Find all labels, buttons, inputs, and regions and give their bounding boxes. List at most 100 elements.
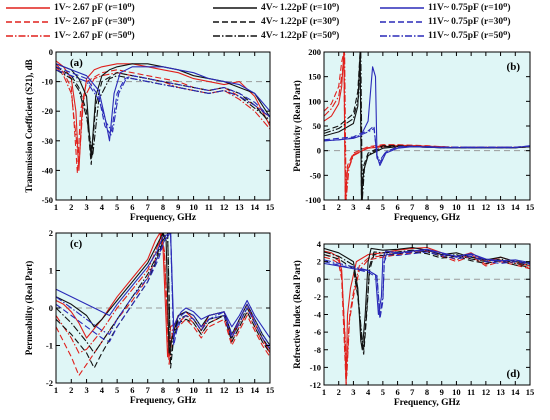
x-tick-label: 5: [115, 385, 119, 395]
x-axis-label: Frequency, GHz: [130, 213, 197, 223]
x-tick-label: 7: [410, 387, 415, 397]
y-tick-label: -50: [310, 170, 321, 180]
x-tick-label: 2: [337, 387, 341, 397]
legend-item: 1V~ 2.67 pF (r=10⁰): [6, 2, 135, 13]
x-tick-label: 10: [452, 202, 461, 212]
series-line: [324, 52, 530, 200]
panel-label: (b): [507, 61, 521, 73]
y-tick-label: -12: [310, 380, 321, 390]
x-tick-label: 13: [496, 387, 505, 397]
y-tick-label: -2: [46, 378, 53, 388]
legend-swatch: [6, 20, 50, 23]
y-tick-label: -2: [314, 292, 321, 302]
x-tick-label: 15: [266, 385, 275, 395]
y-tick-label: 2: [49, 228, 53, 238]
y-tick-label: -8: [314, 345, 321, 355]
x-tick-label: 12: [220, 385, 229, 395]
series-line: [324, 249, 530, 351]
series-line: [56, 233, 270, 377]
x-tick-label: 9: [440, 387, 444, 397]
legend-item: 1V~ 2.67 pF (r=30⁰): [6, 16, 135, 27]
plot-area: [324, 244, 530, 385]
x-tick-label: 14: [511, 202, 520, 212]
x-tick-label: 11: [205, 202, 213, 212]
x-tick-label: 13: [235, 202, 244, 212]
x-axis-label: Frequency, GHz: [394, 398, 461, 408]
panel-label: (c): [70, 238, 83, 250]
legend-swatch: [213, 34, 257, 37]
x-tick-label: 2: [337, 202, 341, 212]
x-tick-label: 11: [467, 387, 475, 397]
legend-item: 1V~ 2.67 pF (r=50⁰): [6, 30, 135, 41]
y-tick-label: 100: [308, 96, 321, 106]
series-line: [56, 233, 270, 346]
y-axis-label: Transmission Coefficient (S21), dB: [24, 59, 34, 192]
panel-b: 1 2 3 4 5 6 7 8 9 10 11 12 13 14 15-100-50050100150200…: [292, 47, 534, 223]
y-tick-label: 0: [317, 146, 321, 156]
series-line: [56, 69, 270, 133]
x-tick-label: 2: [69, 385, 73, 395]
x-tick-label: 13: [235, 385, 244, 395]
legend-item: 4V~ 1.22pF (r=10⁰): [213, 2, 339, 13]
x-tick-label: 9: [176, 202, 180, 212]
legend-swatch: [380, 6, 424, 9]
legend-label: 4V~ 1.22pF (r=50⁰): [261, 31, 340, 41]
y-tick-label: 0: [317, 274, 321, 284]
panel-label: (a): [70, 57, 83, 69]
y-tick-label: -40: [42, 165, 53, 175]
x-tick-label: 4: [100, 385, 105, 395]
x-tick-label: 7: [146, 385, 151, 395]
x-tick-label: 8: [425, 387, 429, 397]
y-tick-label: 50: [313, 121, 322, 131]
x-tick-label: 7: [146, 202, 151, 212]
x-tick-label: 1: [54, 385, 58, 395]
x-tick-label: 4: [100, 202, 105, 212]
legend-label: 11V~ 0.75pF (r=30⁰): [428, 17, 511, 27]
series-line: [324, 248, 530, 316]
x-tick-label: 8: [161, 385, 165, 395]
legend-item: 4V~ 1.22pF (r=30⁰): [213, 16, 339, 27]
legend-item: 11V~ 0.75pF (r=30⁰): [380, 16, 511, 27]
y-tick-label: -10: [42, 77, 53, 87]
y-tick-label: -20: [42, 106, 53, 116]
y-tick-label: -30: [42, 136, 53, 146]
legend-item: 11V~ 0.75pF (r=50⁰): [380, 30, 511, 41]
series-line: [324, 249, 530, 316]
y-tick-label: 0: [49, 47, 53, 57]
x-tick-label: 11: [205, 385, 213, 395]
legend: 1V~ 2.67 pF (r=10⁰) 1V~ 2.67 pF (r=30⁰) …: [0, 0, 550, 46]
x-tick-label: 12: [482, 202, 491, 212]
series-line: [56, 63, 270, 142]
series-line: [56, 60, 270, 171]
y-tick-label: 2: [317, 257, 321, 267]
x-tick-label: 3: [351, 202, 355, 212]
x-tick-label: 14: [250, 385, 259, 395]
x-tick-label: 1: [322, 387, 326, 397]
x-tick-label: 3: [84, 385, 88, 395]
legend-item: 4V~ 1.22pF (r=50⁰): [213, 30, 339, 41]
panel-d: 1 2 3 4 5 6 7 8 9 10 11 12 13 14 15-12-10-8-6-4-2024Fr…: [292, 239, 534, 408]
legend-swatch: [6, 6, 50, 9]
x-tick-label: 8: [161, 202, 165, 212]
series-line: [56, 233, 270, 350]
legend-label: 11V~ 0.75pF (r=10⁰): [428, 3, 511, 13]
series-line: [324, 251, 530, 320]
x-tick-label: 15: [526, 202, 535, 212]
y-tick-label: 1: [49, 266, 53, 276]
x-tick-label: 15: [526, 387, 535, 397]
x-tick-label: 14: [250, 202, 259, 212]
x-tick-label: 9: [176, 385, 180, 395]
y-tick-label: -4: [314, 310, 322, 320]
x-tick-label: 3: [84, 202, 88, 212]
x-tick-label: 10: [189, 385, 198, 395]
x-tick-label: 10: [452, 387, 461, 397]
y-tick-label: 150: [308, 72, 321, 82]
series-line: [56, 233, 270, 358]
x-tick-label: 12: [482, 387, 491, 397]
series-group: [56, 60, 270, 174]
y-tick-label: -1: [46, 341, 53, 351]
y-tick-label: -6: [314, 327, 321, 337]
